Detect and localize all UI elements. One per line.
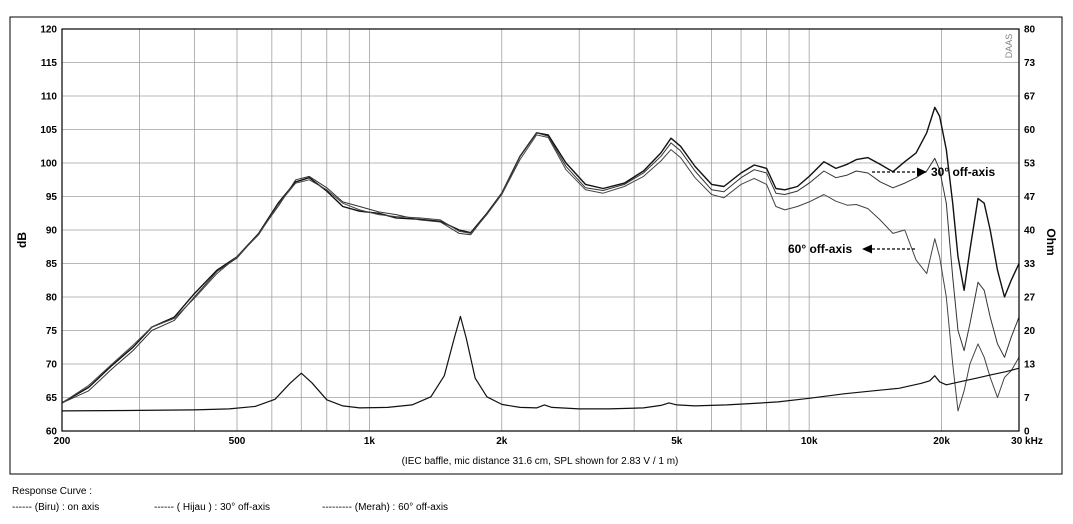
annotation-60-label: 60° off-axis [788, 242, 852, 256]
series-line-60-off-axis [61, 134, 1020, 412]
annotation-30-off-axis: 30° off-axis [872, 165, 995, 179]
y-tick-label-right: 53 [1024, 159, 1036, 170]
tick-layer: 1201151101051009590858075706560807367605… [40, 25, 1043, 448]
x-tick-label: 10k [801, 436, 818, 447]
legend-label: (Merah) : 60° off-axis [354, 502, 449, 513]
annotation-60-off-axis: 60° off-axis [788, 242, 916, 256]
y-tick-label-left: 80 [46, 293, 58, 304]
series-layer [61, 106, 1020, 412]
series-line-impedance [61, 315, 1020, 412]
plot-frame [61, 28, 1020, 432]
y-tick-label-right: 27 [1024, 293, 1036, 304]
legend-dash: --------- [322, 502, 352, 513]
x-tick-label: 1k [364, 436, 376, 447]
y-tick-label-right: 67 [1024, 92, 1036, 103]
series-line-30-off-axis [61, 132, 1020, 404]
y-tick-label-left: 65 [46, 393, 58, 404]
x-tick-label: 2k [496, 436, 508, 447]
legend-item-30-off-axis: ------ ( Hijau ) : 30° off-axis [154, 500, 322, 516]
y-tick-label-left: 95 [46, 192, 58, 203]
x-tick-label: 5k [671, 436, 683, 447]
measurement-note: (IEC baffle, mic distance 31.6 cm, SPL s… [402, 456, 679, 467]
y-tick-label-left: 70 [46, 360, 58, 371]
legend-dash: ------ [154, 502, 174, 513]
y-tick-label-right: 13 [1024, 360, 1036, 371]
y-tick-label-right: 80 [1024, 25, 1036, 36]
y-tick-label-right: 33 [1024, 259, 1036, 270]
legend-title: Response Curve : [12, 486, 93, 497]
y-tick-label-left: 120 [40, 25, 57, 36]
legend-items: ------ (Biru) : on axis ------ ( Hijau )… [12, 500, 448, 516]
x-tick-label: 30 kHz [1011, 436, 1043, 447]
y-tick-label-right: 73 [1024, 58, 1036, 69]
y-tick-label-right: 40 [1024, 226, 1036, 237]
y-axis-right-title: Ohm [1044, 228, 1058, 255]
y-tick-label-left: 60 [46, 427, 58, 438]
watermark: DAAS [1004, 34, 1014, 59]
y-tick-label-left: 110 [41, 92, 58, 103]
y-tick-label-right: 0 [1024, 427, 1030, 438]
legend-dash: ------ [12, 502, 32, 513]
y-tick-label-left: 75 [46, 326, 58, 337]
legend-item-60-off-axis: --------- (Merah) : 60° off-axis [322, 500, 448, 516]
legend-label: (Biru) : on axis [34, 502, 100, 513]
y-tick-label-left: 100 [40, 159, 57, 170]
annotation-60-arrowhead [862, 244, 872, 254]
y-tick-label-left: 85 [46, 259, 58, 270]
y-tick-label-left: 90 [46, 226, 58, 237]
chart-outer-frame [9, 16, 1063, 475]
y-axis-left-title: dB [15, 232, 29, 248]
y-tick-label-right: 47 [1024, 192, 1036, 203]
y-tick-label-right: 7 [1024, 393, 1030, 404]
y-tick-label-left: 115 [41, 58, 58, 69]
legend: Response Curve : ------ (Biru) : on axis… [12, 484, 448, 516]
y-tick-label-left: 105 [40, 125, 57, 136]
x-tick-label: 200 [54, 436, 71, 447]
legend-label: ( Hijau ) : 30° off-axis [176, 502, 271, 513]
x-tick-label: 20k [933, 436, 950, 447]
y-tick-label-right: 20 [1024, 326, 1036, 337]
annotation-30-label: 30° off-axis [931, 165, 995, 179]
y-tick-label-right: 60 [1024, 125, 1036, 136]
series-line-on-axis [61, 106, 1020, 404]
x-tick-label: 500 [229, 436, 246, 447]
annotation-30-arrowhead [917, 167, 927, 177]
grid-layer [62, 29, 1019, 431]
legend-item-on-axis: ------ (Biru) : on axis [12, 500, 154, 516]
